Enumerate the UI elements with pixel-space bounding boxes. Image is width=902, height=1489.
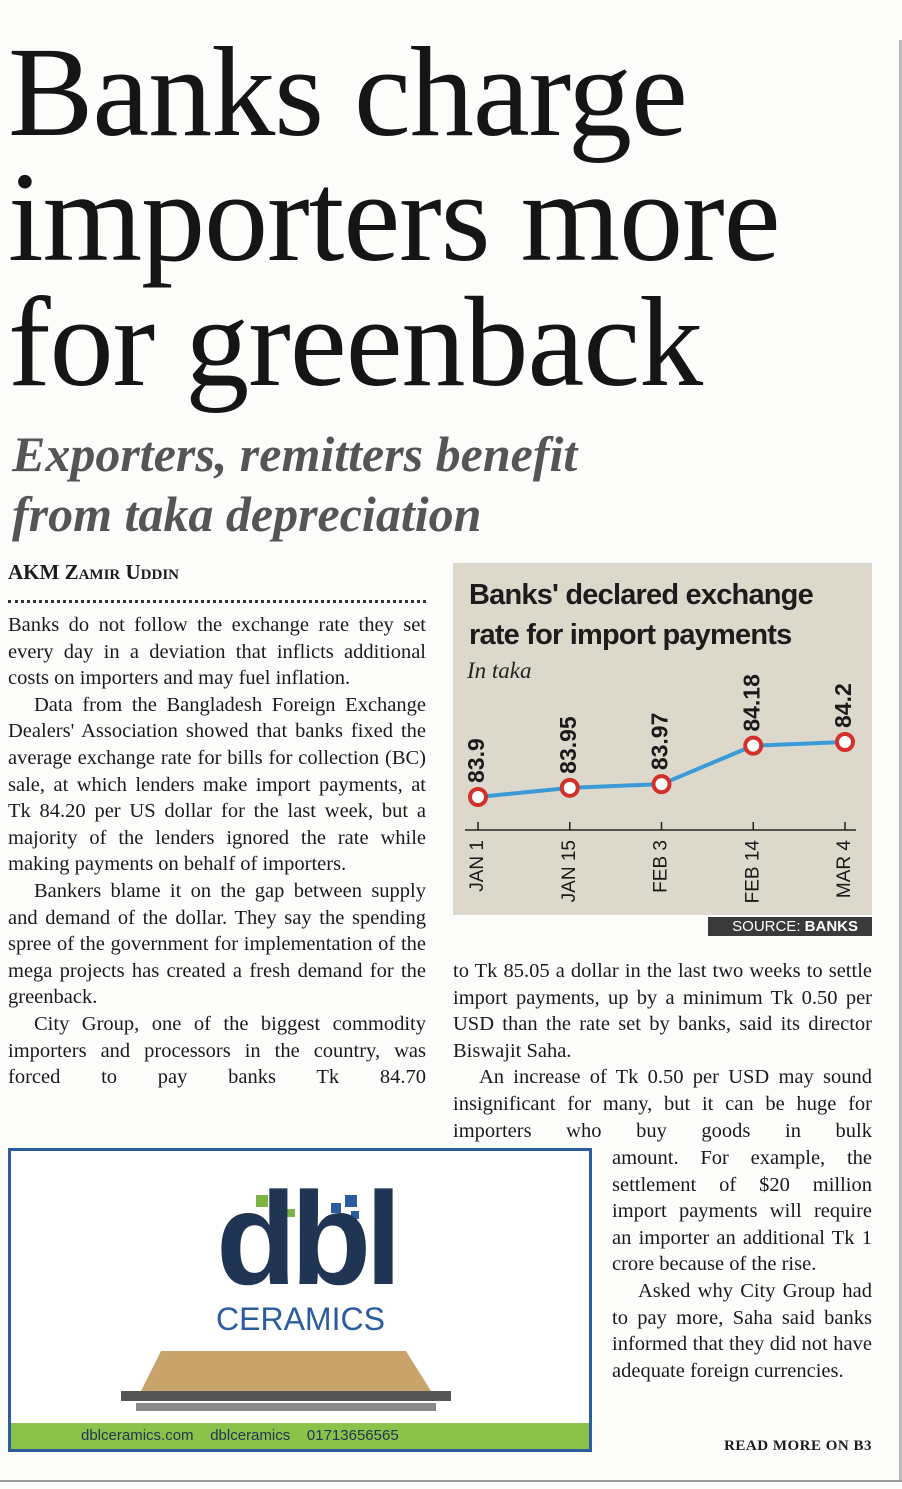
x-tick-label: FEB 14 (742, 840, 763, 904)
headline: for greenback (8, 271, 703, 413)
x-tick-label: FEB 3 (651, 840, 672, 893)
paragraph: An increase of Tk 0.50 per USD may sound… (453, 1066, 872, 1142)
marker (468, 787, 488, 807)
paragraph: City Group, one of the biggest commodity… (8, 1012, 426, 1089)
marker (651, 774, 672, 795)
x-tick-label: JAN 1 (467, 840, 488, 892)
source-label: SOURCE: (732, 918, 801, 935)
chart-title: Banks' declared exchange rate for import… (469, 579, 814, 651)
paragraph: to Tk 85.05 a dollar in the last two wee… (453, 960, 872, 1062)
value-label: 83.97 (647, 713, 673, 771)
column-left: Banks do not follow the exchange rate th… (8, 612, 426, 1091)
headline: Banks charge (8, 21, 688, 163)
x-tick-label: MAR 4 (834, 840, 855, 899)
source-name: BANKS (804, 918, 858, 935)
ad-bar (11, 1423, 589, 1449)
paragraph: Bankers blame it on the gap between supp… (8, 879, 426, 1009)
ad-phone: 01713656565 (306, 1427, 399, 1444)
column-narrow: amount. For example, the settlement of $… (612, 1145, 872, 1384)
source-tag: SOURCE: BANKS (708, 917, 872, 936)
ad-facebook: dblceramics (210, 1427, 291, 1444)
paragraph: amount. For example, the settlement of $… (612, 1147, 872, 1276)
marker (743, 735, 764, 756)
chart-subtitle: In taka (467, 658, 532, 683)
ad: dbl CERAMICS dblceramics.com dblceramics… (8, 1148, 592, 1452)
ad-brand: dbl (216, 1165, 402, 1312)
ad-board (136, 1403, 436, 1411)
paragraph: Data from the Bangladesh Foreign Exchang… (8, 693, 426, 876)
ad-contacts: dblceramics.com dblceramics 01713656565 (81, 1427, 399, 1444)
value-label: 83.95 (555, 716, 581, 774)
byline: AKM Zamir Uddin (8, 560, 179, 584)
headline: importers more (8, 146, 781, 288)
value-label: 84.2 (830, 683, 856, 728)
bottom-rule (0, 1480, 902, 1482)
marker (835, 732, 855, 752)
column-right: to Tk 85.05 a dollar in the last two wee… (453, 958, 872, 1144)
subheadline: Exporters, remitters benefit (12, 426, 578, 482)
paragraph: Banks do not follow the exchange rate th… (8, 614, 426, 690)
ad-art (11, 1195, 589, 1449)
marker (559, 777, 580, 798)
ad-board (121, 1391, 451, 1401)
ad-pixels (256, 1195, 359, 1219)
ad-board (141, 1351, 431, 1391)
subheadline: from taka depreciation (12, 486, 482, 542)
chart: JAN 1 JAN 15 FEB 3 FEB 14 MAR 4 83.9 83.95 83.9… (463, 674, 856, 904)
edge (899, 40, 902, 1480)
paragraph: Asked why City Group had to pay more, Sa… (612, 1279, 872, 1382)
value-label: 84.18 (738, 674, 764, 732)
rule (8, 600, 426, 603)
value-label: 83.9 (463, 738, 489, 783)
chart-box: Banks' declared exchange rate for import… (453, 563, 872, 915)
read-more: READ MORE ON B3 (724, 1438, 872, 1454)
ad-tagline: CERAMICS (216, 1301, 385, 1337)
ad-website: dblceramics.com (81, 1427, 194, 1444)
x-tick-label: JAN 15 (559, 840, 580, 902)
